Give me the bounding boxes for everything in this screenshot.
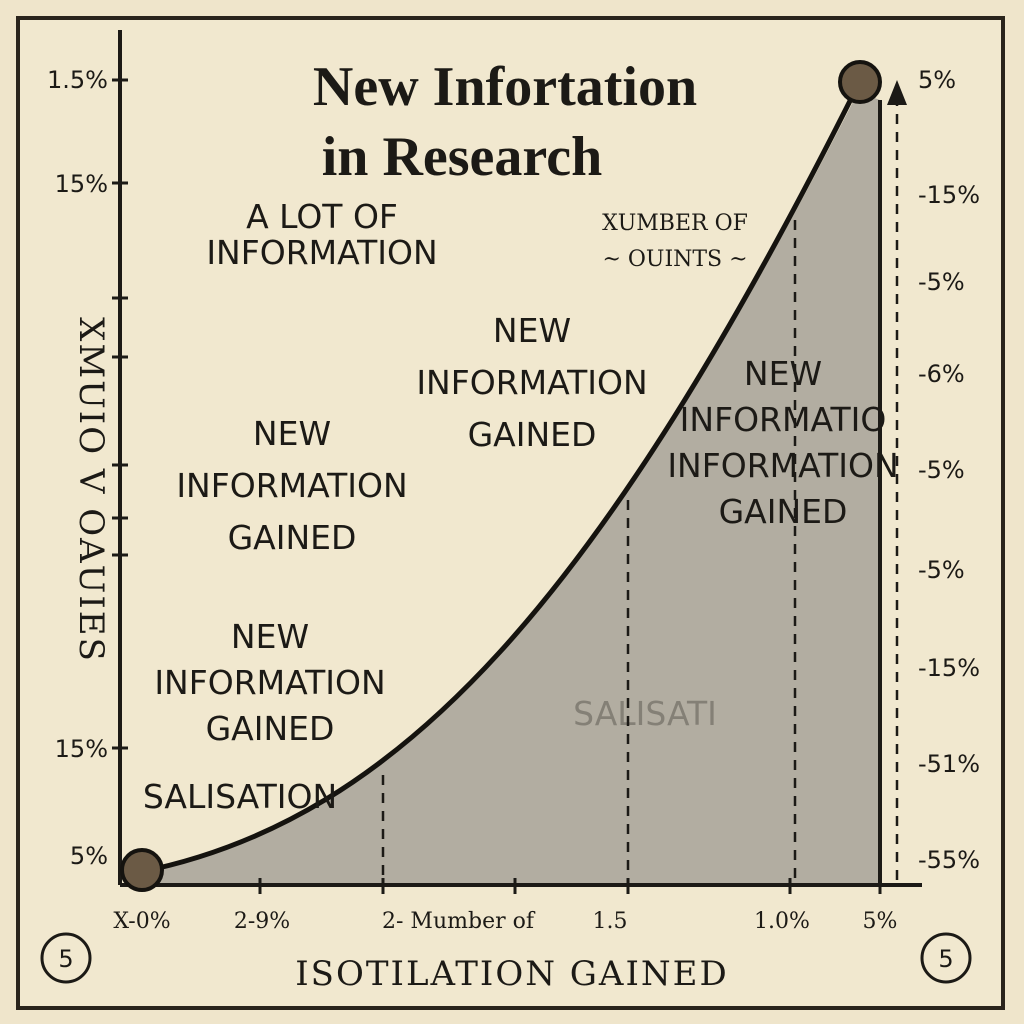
right-tick-label: -15%: [918, 181, 980, 209]
end-dot: [838, 60, 882, 104]
left-tick-label: 15%: [55, 170, 108, 198]
left-tick-label: 15%: [55, 735, 108, 763]
right-tick-label: -51%: [918, 750, 980, 778]
corner-label: 5: [58, 945, 73, 973]
bottom-tick-label: 1.0%: [754, 909, 810, 934]
right-tick-label: -5%: [918, 268, 965, 296]
right-tick-label: 5%: [918, 66, 956, 94]
annotation: XUMBER OF: [602, 211, 748, 236]
annotation: INFORMATIO: [680, 400, 887, 439]
bottom-tick-label: 5%: [863, 909, 898, 934]
corner-circle: [920, 932, 972, 984]
annotation: GAINED: [719, 492, 848, 531]
right-tick-label: -55%: [918, 846, 980, 874]
annotation: INFORMATION: [667, 446, 898, 485]
annotation: GAINED: [228, 518, 357, 557]
bottom-tick-marks: [258, 878, 882, 894]
title-line: New Infortation: [313, 56, 697, 118]
annotation: SALISATI: [573, 694, 717, 733]
left-tick-label: 1.5%: [47, 66, 108, 94]
annotation: INFORMATION: [416, 363, 647, 402]
annotation: INFORMATION: [176, 466, 407, 505]
annotation: SALISATION: [143, 777, 337, 816]
right-tick-label: -5%: [918, 556, 965, 584]
right-tick-label: -5%: [918, 456, 965, 484]
title-line: in Research: [322, 126, 603, 188]
bottom-tick-label: 2- Mumber of: [382, 909, 536, 934]
annotation: NEW: [253, 414, 331, 453]
annotation: INFORMATION: [206, 233, 437, 272]
dashed-lines: [381, 105, 899, 880]
annotation: NEW: [744, 354, 822, 393]
left-tick-label: 5%: [70, 842, 108, 870]
annotation: GAINED: [468, 415, 597, 454]
bottom-tick-label: X-0%: [113, 909, 170, 934]
annotation: INFORMATION: [154, 663, 385, 702]
annotation: NEW: [231, 617, 309, 656]
x-axis-title: ISOTILATION GAINED: [295, 954, 729, 994]
bottom-tick-label: 2-9%: [234, 909, 290, 934]
arrow-head: [887, 80, 907, 105]
bottom-tick-label: 1.5: [593, 909, 628, 934]
right-tick-label: -6%: [918, 360, 965, 388]
y-axis-title: XMUIO V OAUIES: [71, 317, 111, 663]
curve: [139, 83, 861, 875]
area: [140, 92, 880, 885]
annotation: A LOT OF: [246, 197, 398, 236]
right-tick-label: -15%: [918, 654, 980, 682]
annotation: NEW: [493, 311, 571, 350]
annotation: ~ OUINTS ~: [602, 247, 747, 272]
corner-label: 5: [938, 945, 953, 973]
left-tick-marks: [112, 78, 128, 750]
annotation: GAINED: [206, 709, 335, 748]
start-dot: [120, 848, 164, 892]
corner-circle: [40, 932, 92, 984]
